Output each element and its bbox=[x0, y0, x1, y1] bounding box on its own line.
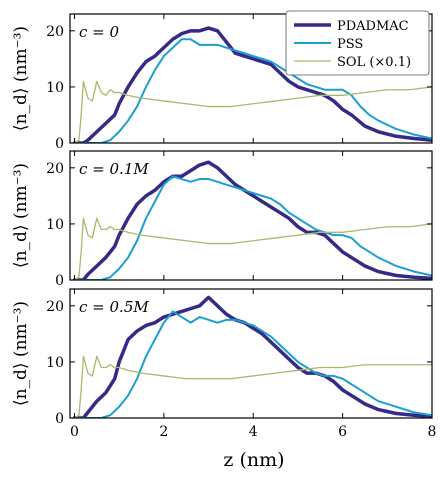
y-tick-label: 0 bbox=[55, 273, 64, 289]
series-line-pss bbox=[73, 38, 432, 143]
panel-label: c = 0.5M bbox=[79, 298, 149, 316]
y-tick-label: 20 bbox=[46, 299, 64, 315]
x-tick-label: 4 bbox=[249, 424, 258, 440]
x-tick-label: 0 bbox=[70, 424, 79, 440]
y-tick-label: 10 bbox=[46, 355, 64, 371]
series-line-sol-0-1 bbox=[73, 217, 432, 280]
plot-frame bbox=[69, 13, 433, 144]
series-line-sol-0-1 bbox=[73, 80, 432, 143]
y-axis-label: ⟨n_d⟩ (nm⁻³) bbox=[11, 163, 31, 268]
legend-entry-label: PSS bbox=[337, 37, 363, 52]
x-tick-label: 8 bbox=[428, 424, 437, 440]
x-axis-label: z (nm) bbox=[223, 449, 284, 471]
plot-frame bbox=[69, 288, 433, 419]
legend-entry-label: PDADMAC bbox=[337, 19, 409, 34]
y-tick-label: 0 bbox=[55, 411, 64, 427]
legend-box bbox=[285, 10, 430, 76]
panel-label: c = 0.1M bbox=[79, 160, 149, 178]
series-line-pdadmac bbox=[72, 160, 432, 280]
y-axis-label: ⟨n_d⟩ (nm⁻³) bbox=[11, 26, 31, 131]
y-tick-label: 10 bbox=[46, 217, 64, 233]
y-tick-label: 20 bbox=[46, 161, 64, 177]
x-tick-label: 6 bbox=[338, 424, 347, 440]
x-tick-label: 2 bbox=[159, 424, 168, 440]
series-line-pss bbox=[73, 175, 432, 280]
y-tick-label: 0 bbox=[55, 136, 64, 152]
y-tick-label: 10 bbox=[46, 80, 64, 96]
panel-2: 0 10 20 c = 0.1M ⟨n_d⟩ (nm⁻³) bbox=[11, 150, 433, 289]
series-line-pdadmac bbox=[72, 26, 432, 143]
panel-3: 0 10 20 0 2 4 6 8 c = 0.5M ⟨n_d⟩ (nm⁻³) bbox=[11, 288, 437, 440]
plot-frame bbox=[69, 150, 433, 281]
series-line-sol-0-1 bbox=[73, 355, 432, 418]
legend-entry-label: SOL (×0.1) bbox=[337, 55, 411, 70]
y-axis-label: ⟨n_d⟩ (nm⁻³) bbox=[11, 301, 31, 406]
legend: PDADMAC PSS SOL (×0.1) bbox=[285, 10, 430, 76]
series-line-pdadmac bbox=[72, 295, 432, 418]
series-line-pss bbox=[73, 310, 432, 418]
y-tick-label: 20 bbox=[46, 24, 64, 40]
panel-1: 0 10 20 c = 0 ⟨n_d⟩ (nm⁻³) bbox=[11, 13, 433, 152]
panel-label: c = 0 bbox=[79, 23, 120, 41]
